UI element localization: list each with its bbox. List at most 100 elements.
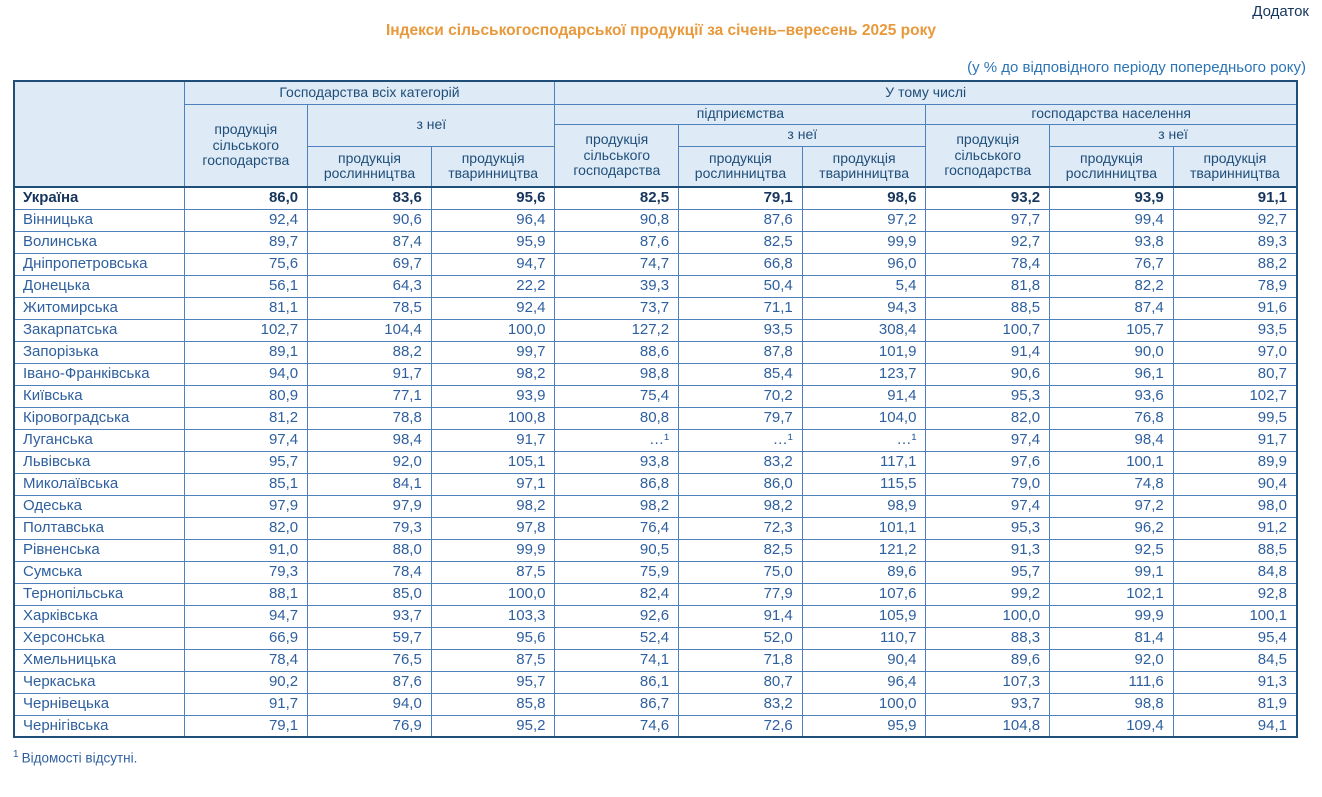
value-cell: 96,4	[430, 208, 556, 232]
value-cell: 91,2	[1172, 516, 1298, 540]
value-cell: 111,6	[1049, 670, 1174, 694]
value-cell: 89,3	[1172, 230, 1298, 254]
value-cell: 39,3	[554, 274, 680, 298]
value-cell: 90,6	[925, 362, 1051, 386]
value-cell: 97,4	[925, 428, 1051, 452]
value-cell: 99,7	[430, 340, 556, 364]
value-cell: 93,8	[554, 450, 680, 474]
value-cell: 90,6	[307, 208, 432, 232]
value-cell: 123,7	[801, 362, 927, 386]
value-cell: 95,6	[430, 626, 556, 650]
value-cell: 88,2	[1172, 252, 1298, 276]
value-cell: 93,6	[1049, 384, 1174, 408]
value-cell: 107,6	[801, 582, 927, 606]
value-cell: 79,3	[307, 516, 432, 540]
value-cell: 94,7	[183, 604, 309, 628]
table-row: Полтавська 82,0 79,3 97,8 76,4 72,3 101,1 95,3 9…	[13, 516, 1298, 540]
table-body: Україна 86,0 83,6 95,6 82,5 79,1 98,6 93,2 93,9 9…	[13, 186, 1298, 738]
value-cell: 95,7	[430, 670, 556, 694]
value-cell: 95,2	[430, 714, 556, 738]
value-cell: 95,3	[925, 384, 1051, 408]
region-cell: Чернігівська	[13, 714, 185, 738]
page-title: Індекси сільськогосподарської продукції …	[386, 22, 936, 39]
value-cell: 101,9	[801, 340, 927, 364]
value-cell: 77,9	[678, 582, 803, 606]
value-cell: 64,3	[307, 274, 432, 298]
value-cell: 82,5	[678, 230, 803, 254]
value-cell: 96,2	[1049, 516, 1174, 540]
region-cell: Україна	[13, 186, 185, 210]
value-cell: 93,9	[1049, 186, 1174, 210]
value-cell: 115,5	[801, 472, 927, 496]
value-cell: 99,9	[1049, 604, 1174, 628]
value-cell: 81,2	[183, 406, 309, 430]
value-cell: 90,0	[1049, 340, 1174, 364]
region-cell: Дніпропетровська	[13, 252, 185, 276]
value-cell: 308,4	[801, 318, 927, 342]
value-cell: 74,8	[1049, 472, 1174, 496]
region-cell: Рівненська	[13, 538, 185, 562]
value-cell: 117,1	[801, 450, 927, 474]
value-cell: 99,2	[925, 582, 1051, 606]
value-cell: 91,6	[1172, 296, 1298, 320]
value-cell: 75,6	[183, 252, 309, 276]
value-cell: 99,4	[1049, 208, 1174, 232]
value-cell: 84,1	[307, 472, 432, 496]
table-row: Львівська 95,7 92,0 105,1 93,8 83,2 117,1 97,6 1…	[13, 450, 1298, 474]
table-row: Миколаївська 85,1 84,1 97,1 86,8 86,0 115,5 79,…	[13, 472, 1298, 496]
value-cell: 104,8	[925, 714, 1051, 738]
value-cell: 92,7	[925, 230, 1051, 254]
region-cell: Луганська	[13, 428, 185, 452]
value-cell: 121,2	[801, 538, 927, 562]
value-cell: 56,1	[183, 274, 309, 298]
region-cell: Одеська	[13, 494, 185, 518]
value-cell: 78,5	[307, 296, 432, 320]
region-cell: Запорізька	[13, 340, 185, 364]
value-cell: 84,5	[1172, 648, 1298, 672]
value-cell: 86,0	[183, 186, 309, 210]
value-cell: 89,9	[1172, 450, 1298, 474]
value-cell: 98,2	[430, 494, 556, 518]
value-cell: 98,6	[801, 186, 927, 210]
value-cell: 69,7	[307, 252, 432, 276]
value-cell: 99,1	[1049, 560, 1174, 584]
region-cell: Сумська	[13, 560, 185, 584]
header-of-which-households: з неї	[1049, 123, 1298, 147]
value-cell: 97,7	[925, 208, 1051, 232]
value-cell: 82,0	[183, 516, 309, 540]
value-cell: 81,8	[925, 274, 1051, 298]
value-cell: 95,4	[1172, 626, 1298, 650]
table-row: Київська 80,9 77,1 93,9 75,4 70,2 91,4 95,3 93,6…	[13, 384, 1298, 408]
value-cell: 100,0	[430, 318, 556, 342]
value-cell: 92,8	[1172, 582, 1298, 606]
value-cell: 85,0	[307, 582, 432, 606]
col-group-enterprises: підприємства	[554, 103, 927, 125]
value-cell: 92,4	[430, 296, 556, 320]
region-cell: Івано-Франківська	[13, 362, 185, 386]
value-cell: 86,8	[554, 472, 680, 496]
table-header: Господарства всіх категорій У тому числі…	[13, 80, 1298, 188]
table-row: Одеська 97,9 97,9 98,2 98,2 98,2 98,9 97,4 97,2 9…	[13, 494, 1298, 518]
value-cell: 92,7	[1172, 208, 1298, 232]
value-cell: 96,0	[801, 252, 927, 276]
value-cell: 84,8	[1172, 560, 1298, 584]
value-cell: 97,1	[430, 472, 556, 496]
value-cell: 99,9	[430, 538, 556, 562]
table-row: Луганська 97,4 98,4 91,7 …¹ …¹ …¹ 97,4 98,4 91,7	[13, 428, 1298, 452]
value-cell: 97,0	[1172, 340, 1298, 364]
table-row: Вінницька 92,4 90,6 96,4 90,8 87,6 97,2 97,7 99,…	[13, 208, 1298, 232]
value-cell: 76,4	[554, 516, 680, 540]
value-cell: 97,9	[307, 494, 432, 518]
col-group-all-categories: Господарства всіх категорій	[183, 80, 556, 105]
value-cell: 72,6	[678, 714, 803, 738]
value-cell: 100,0	[801, 692, 927, 716]
table-row: Кіровоградська 81,2 78,8 100,8 80,8 79,7 104,0…	[13, 406, 1298, 430]
value-cell: 79,1	[183, 714, 309, 738]
value-cell: 97,8	[430, 516, 556, 540]
value-cell: 70,2	[678, 384, 803, 408]
region-cell: Тернопільська	[13, 582, 185, 606]
table-row: Дніпропетровська 75,6 69,7 94,7 74,7 66,8 96,0…	[13, 252, 1298, 276]
value-cell: 98,8	[1049, 692, 1174, 716]
value-cell: 92,6	[554, 604, 680, 628]
value-cell: 95,7	[925, 560, 1051, 584]
